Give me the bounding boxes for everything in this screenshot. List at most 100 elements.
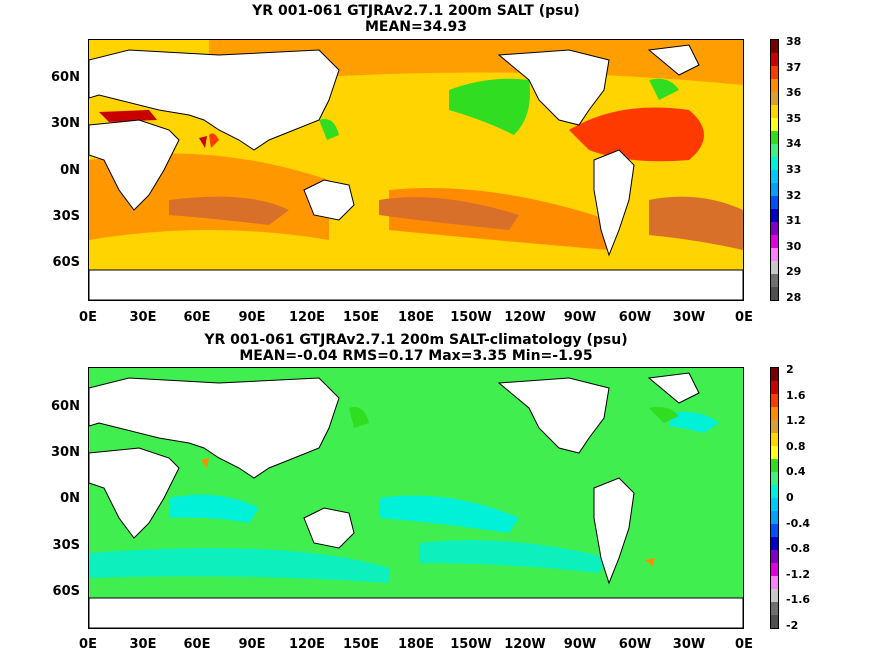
colorbar-tick-label: 1.2 <box>786 414 806 428</box>
panel2-lon-label: 90W <box>563 637 597 652</box>
colorbar-swatch <box>771 524 778 537</box>
colorbar-swatch <box>771 92 778 105</box>
panel2-lon-label: 30E <box>129 637 157 652</box>
colorbar-swatch <box>771 511 778 524</box>
colorbar-swatch <box>771 485 778 498</box>
colorbar-swatch <box>771 131 778 144</box>
colorbar-tick-label: 30 <box>786 239 802 253</box>
panel1-lon-label: 60W <box>618 310 652 325</box>
colorbar-tick-label: 33 <box>786 163 802 176</box>
panel1-lat-label: 0N <box>60 163 80 178</box>
panel2-anomaly-map <box>88 367 744 629</box>
colorbar-tick-label: 0 <box>786 491 794 504</box>
colorbar-swatch <box>771 407 778 420</box>
panel1-subtitle: MEAN=34.93 <box>364 19 468 35</box>
panel1-lon-label: 0E <box>735 310 753 325</box>
panel1-lon-label: 60E <box>183 310 211 325</box>
colorbar-swatch <box>771 602 778 615</box>
panel1-lon-label: 120W <box>504 310 546 325</box>
colorbar-swatch <box>771 420 778 433</box>
colorbar-swatch <box>771 66 778 79</box>
colorbar-swatch <box>771 248 778 261</box>
panel2-lon-label: 150W <box>450 637 492 652</box>
colorbar-tick-label: 35 <box>786 111 802 125</box>
panel2-title: YR 001-061 GTJRAv2.7.1 200m SALT-climato… <box>204 332 628 348</box>
panel2-lon-label: 0E <box>735 637 753 652</box>
panel2-lon-label: 60E <box>183 637 211 652</box>
colorbar-swatch <box>771 53 778 66</box>
colorbar-swatch <box>771 196 778 209</box>
colorbar-swatch <box>771 222 778 235</box>
colorbar-swatch <box>771 274 778 287</box>
colorbar-swatch <box>771 537 778 550</box>
colorbar-swatch <box>771 157 778 170</box>
panel2-lon-label: 180E <box>397 637 435 652</box>
colorbar-swatch <box>771 446 778 459</box>
colorbar-tick-label: 28 <box>786 291 802 304</box>
colorbar-tick-label: 31 <box>786 214 802 228</box>
panel1-lon-label: 0E <box>79 310 97 325</box>
colorbar-tick-label: -1.2 <box>786 567 811 581</box>
colorbar-swatch <box>771 563 778 576</box>
colorbar-swatch <box>771 209 778 222</box>
colorbar-tick-label: 2 <box>786 363 794 376</box>
colorbar-swatch <box>771 170 778 183</box>
colorbar-swatch <box>771 576 778 589</box>
panel1-lat-label: 30S <box>52 209 80 224</box>
colorbar-tick-label: 0.8 <box>786 439 806 453</box>
panel2-lat-label: 30N <box>51 445 80 460</box>
colorbar-tick-label: 36 <box>786 86 802 100</box>
panel2-lat-label: 60S <box>52 584 80 599</box>
panel2-lon-label: 30W <box>672 637 706 652</box>
colorbar-swatch <box>771 615 778 628</box>
panel1-colorbar <box>770 39 779 301</box>
colorbar-swatch <box>771 381 778 394</box>
panel1-lon-label: 150W <box>450 310 492 325</box>
colorbar-swatch <box>771 472 778 485</box>
panel2-lon-label: 120W <box>504 637 546 652</box>
panel2-lat-label: 30S <box>52 538 80 553</box>
panel2-lon-label: 120E <box>288 637 326 652</box>
panel1-lon-label: 30W <box>672 310 706 325</box>
colorbar-tick-label: 32 <box>786 188 802 202</box>
colorbar-swatch <box>771 235 778 248</box>
panel1-title: YR 001-061 GTJRAv2.7.1 200m SALT (psu) <box>252 3 580 19</box>
colorbar-swatch <box>771 183 778 196</box>
panel2-lat-label: 60N <box>51 399 80 414</box>
colorbar-swatch <box>771 287 778 300</box>
colorbar-swatch <box>771 433 778 446</box>
panel2-subtitle: MEAN=-0.04 RMS=0.17 Max=3.35 Min=-1.95 <box>239 348 593 364</box>
colorbar-tick-label: 29 <box>786 265 802 279</box>
panel1-lat-label: 60N <box>51 70 80 85</box>
panel1-lon-label: 90W <box>563 310 597 325</box>
colorbar-swatch <box>771 79 778 92</box>
colorbar-swatch <box>771 118 778 131</box>
panel2-lon-label: 150E <box>342 637 380 652</box>
colorbar-tick-label: 1.6 <box>786 388 806 402</box>
panel1-lat-label: 60S <box>52 255 80 270</box>
colorbar-swatch <box>771 498 778 511</box>
panel2-lon-label: 90E <box>238 637 266 652</box>
panel1-lon-label: 180E <box>397 310 435 325</box>
panel2-lon-label: 60W <box>618 637 652 652</box>
colorbar-tick-label: 38 <box>786 35 802 48</box>
panel1-lat-label: 30N <box>51 116 80 131</box>
panel2-lon-label: 0E <box>79 637 97 652</box>
colorbar-swatch <box>771 105 778 118</box>
panel1-lon-label: 120E <box>288 310 326 325</box>
panel1-lon-label: 30E <box>129 310 157 325</box>
colorbar-swatch <box>771 261 778 274</box>
colorbar-swatch <box>771 589 778 602</box>
colorbar-tick-label: 37 <box>786 60 802 74</box>
panel1-lon-label: 90E <box>238 310 266 325</box>
panel2-colorbar <box>770 367 779 629</box>
colorbar-tick-label: -2 <box>786 619 799 632</box>
colorbar-tick-label: 0.4 <box>786 465 806 479</box>
colorbar-swatch <box>771 459 778 472</box>
colorbar-tick-label: -0.8 <box>786 542 811 556</box>
colorbar-swatch <box>771 368 778 381</box>
colorbar-swatch <box>771 144 778 157</box>
panel1-salinity-map <box>88 39 744 301</box>
colorbar-swatch <box>771 550 778 563</box>
colorbar-tick-label: 34 <box>786 137 802 151</box>
